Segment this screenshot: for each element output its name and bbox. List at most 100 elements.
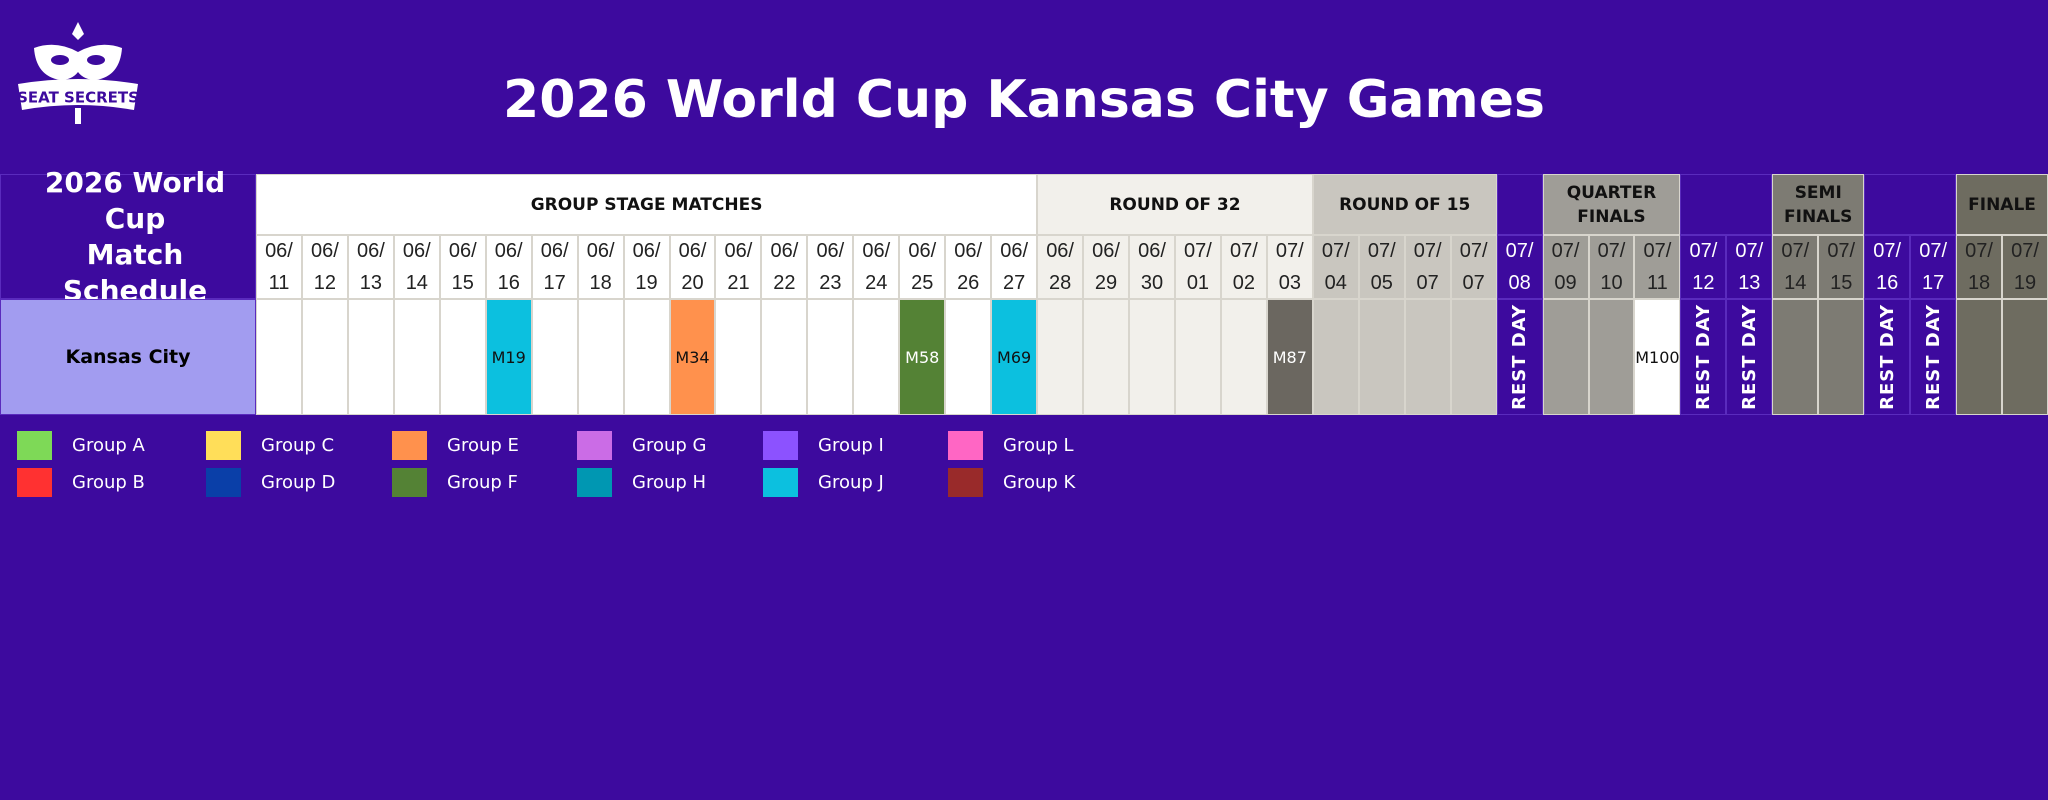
date-cell: 07/15 [1818,235,1865,299]
match-label: M19 [491,347,526,367]
empty-cell [2002,299,2048,415]
stage-header: FINALE [1956,174,2048,235]
date-cell: 07/03 [1266,235,1313,299]
rest-label: REST DAY [1876,304,1898,410]
legend-swatch [206,468,241,497]
empty-cell [577,299,624,415]
date: 06/11 [265,240,293,294]
empty-cell [1129,299,1175,415]
match-label: M100 [1635,347,1680,367]
date: 07/04 [1321,240,1350,294]
date-cell: 07/17 [1910,235,1957,299]
date: 07/10 [1597,240,1626,294]
date-cell: 07/07 [1450,235,1497,299]
date: 06/17 [540,240,569,294]
date: 06/13 [356,240,385,294]
date: 07/14 [1781,240,1810,294]
date-cell: 07/07 [1404,235,1451,299]
legend-swatch [17,468,52,497]
empty-cell [1772,299,1819,415]
date-cell: 07/01 [1174,235,1221,299]
date: 07/05 [1367,240,1396,294]
date: 07/17 [1919,240,1948,294]
date-cell: 06/15 [439,235,486,299]
date: 06/16 [494,240,523,294]
schedule-heading: 2026 World Cup Match Schedule [0,166,256,307]
empty-cell [1174,299,1221,415]
legend-swatch [392,431,427,460]
empty-cell [945,299,992,415]
empty-cell [1588,299,1635,415]
legend-label: Group A [72,435,145,456]
empty-cell [1404,299,1451,415]
stage-header: ROUND OF 15 [1312,174,1497,235]
date: 06/29 [1092,240,1120,294]
date-cell: 06/19 [623,235,670,299]
date: 07/08 [1505,240,1534,294]
date-cell: 06/13 [347,235,394,299]
date: 07/11 [1643,240,1672,294]
page-title: 2026 World Cup Kansas City Games [503,70,1545,130]
date: 07/07 [1413,240,1442,294]
legend-swatch [17,431,52,460]
empty-cell [1083,299,1129,415]
date-cell: 06/20 [669,235,716,299]
stage-header: GROUP STAGE MATCHES [256,174,1038,235]
legend-swatch [763,431,798,460]
date-cell: 06/28 [1037,235,1084,299]
logo: SEAT SECRETS [17,22,139,124]
empty-cell [807,299,854,415]
date-cell: 06/17 [531,235,578,299]
empty-cell [715,299,762,415]
empty-cell [1818,299,1865,415]
date-cell: 07/12 [1680,235,1727,299]
empty-cell [1450,299,1497,415]
legend-label: Group B [72,472,145,493]
date-cell: 06/22 [761,235,808,299]
date: 07/19 [2011,240,2039,294]
date: 07/01 [1184,240,1212,294]
date-cell: 06/14 [393,235,440,299]
date-cell: 06/23 [807,235,854,299]
date: 06/23 [816,240,845,294]
match-cell: M87 [1266,299,1313,415]
match-label: M34 [675,347,710,367]
venue-label: Kansas City [0,299,256,415]
empty-cell [393,299,440,415]
heading-line: Match Schedule [62,237,208,307]
legend-label: Group E [447,435,519,456]
match-cell: M69 [991,299,1038,415]
stage-header-blank [1496,174,1543,235]
date-cell: 06/24 [853,235,900,299]
date-cell: 06/12 [301,235,348,299]
date: 06/25 [908,240,937,294]
date: 06/24 [862,240,891,294]
empty-cell [347,299,394,415]
empty-cell [1542,299,1589,415]
date: 06/14 [402,240,431,294]
stage-header: ROUND OF 32 [1037,174,1313,235]
match-label: M58 [905,347,940,367]
date-cell: 07/05 [1358,235,1405,299]
date: 06/15 [448,240,477,294]
empty-cell [623,299,670,415]
stage-header-blank [1680,174,1773,235]
match-cell: M100 [1634,299,1681,415]
date: 07/16 [1873,240,1902,294]
date-cell: 07/19 [2002,235,2048,299]
legend-label: Group K [1003,472,1076,493]
date-cell: 06/16 [485,235,532,299]
rest-cell: REST DAY [1910,299,1957,415]
match-cell: M34 [669,299,716,415]
date-cell: 06/18 [577,235,624,299]
date: 06/18 [586,240,615,294]
empty-cell [1037,299,1084,415]
date-cell: 07/13 [1726,235,1773,299]
rest-label: REST DAY [1692,304,1714,410]
date: 06/20 [678,240,707,294]
rest-cell: REST DAY [1864,299,1911,415]
date-cell: 07/08 [1496,235,1543,299]
date: 07/02 [1229,240,1258,294]
date-cell: 07/09 [1542,235,1589,299]
legend-label: Group H [632,472,707,493]
